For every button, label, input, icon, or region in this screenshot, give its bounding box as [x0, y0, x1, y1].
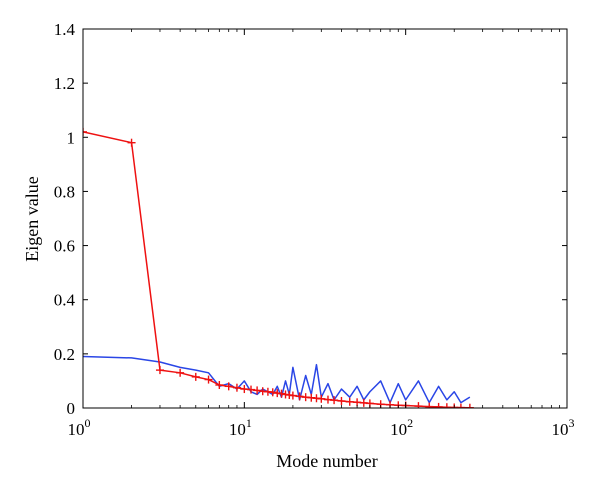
- data-point-red-9: [240, 385, 249, 394]
- x-tick-label: 100: [68, 416, 91, 439]
- x-tick-label: 102: [390, 416, 413, 439]
- y-tick-label: 1.4: [54, 20, 76, 39]
- y-tick-label: 0.4: [54, 291, 76, 310]
- y-tick-label: 0.2: [54, 345, 75, 364]
- data-point-red-10: [247, 385, 256, 394]
- data-point-red-19: [288, 391, 297, 400]
- data-point-red-36: [414, 402, 423, 408]
- y-tick-label: 1.2: [54, 74, 75, 93]
- data-point-red-39: [442, 403, 451, 408]
- data-point-red-7: [224, 382, 233, 391]
- data-point-red-0: [83, 127, 87, 136]
- data-point-red-27: [337, 396, 346, 405]
- y-tick-label: 0.8: [54, 182, 75, 201]
- data-point-red-28: [345, 397, 354, 406]
- data-point-red-16: [277, 389, 286, 398]
- data-point-red-5: [204, 375, 213, 384]
- y-axis-label: Eigen value: [22, 176, 42, 261]
- data-point-red-6: [215, 380, 224, 389]
- data-point-red-29: [353, 398, 362, 407]
- data-point-red-38: [434, 402, 443, 408]
- data-point-red-37: [425, 402, 434, 408]
- x-axis-label: Mode number: [276, 451, 377, 471]
- data-point-red-4: [191, 372, 200, 381]
- data-point-red-1: [127, 138, 136, 147]
- data-point-red-2: [155, 366, 164, 375]
- data-point-red-24: [317, 394, 326, 403]
- data-point-red-11: [253, 386, 262, 395]
- y-tick-label: 0: [67, 399, 76, 418]
- data-point-red-14: [268, 388, 277, 397]
- plot-background: [83, 29, 567, 408]
- data-point-red-3: [176, 368, 185, 377]
- plot-area: [83, 29, 567, 408]
- data-point-red-20: [295, 392, 304, 401]
- axes-box: [82, 28, 568, 409]
- axes-frame: [82, 28, 568, 409]
- x-tick-label: 101: [229, 416, 252, 439]
- data-point-red-8: [232, 383, 241, 392]
- data-point-red-26: [330, 396, 339, 405]
- x-tick-label: 103: [552, 416, 575, 439]
- y-tick-label: 1: [67, 128, 76, 147]
- y-tick-label: 0.6: [54, 237, 75, 256]
